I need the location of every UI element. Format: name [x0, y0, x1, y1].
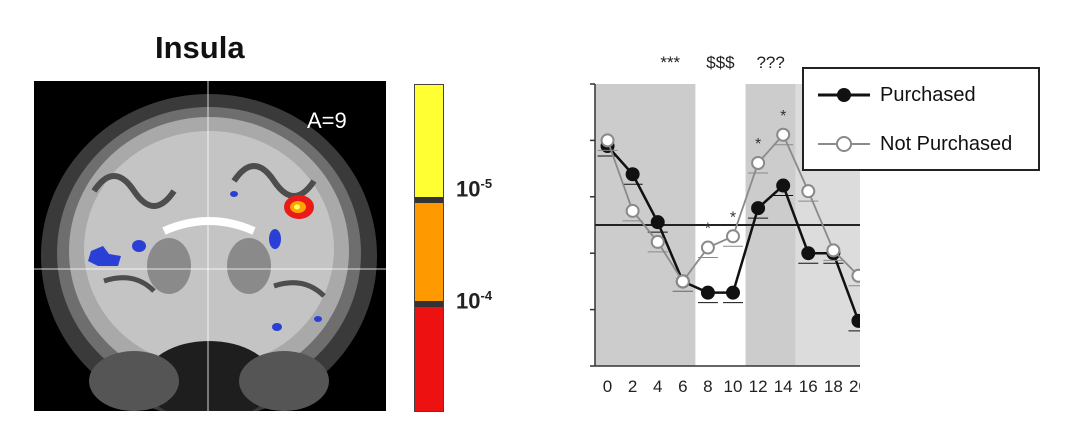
data-point-purchased [625, 167, 640, 182]
colorbar-red [415, 307, 443, 411]
significance-asterisk: * [755, 136, 761, 153]
legend-label-not-purchased: Not Purchased [880, 132, 1013, 155]
data-point-purchased [726, 285, 740, 300]
data-point-not-purchased [851, 268, 860, 283]
legend-item-purchased: Purchased [816, 80, 976, 110]
significance-asterisk: * [730, 209, 736, 226]
x-tick-label: 18 [824, 377, 843, 396]
legend-label-purchased: Purchased [880, 83, 976, 106]
data-point-not-purchased [751, 155, 766, 170]
colorbar-orange [415, 203, 443, 301]
significance-colorbar [414, 84, 444, 412]
legend-marker-not-purchased [818, 136, 870, 152]
legend-item-not-purchased: Not Purchased [816, 129, 1012, 159]
line-chart: *******$$$???02468101214161820 [590, 53, 860, 396]
x-tick-label: 8 [703, 377, 712, 396]
x-tick-label: 6 [678, 377, 687, 396]
data-point-purchased [851, 313, 860, 328]
x-tick-label: 0 [603, 377, 612, 396]
slice-label: A=9 [307, 108, 347, 133]
significance-label: ??? [756, 53, 784, 72]
legend-marker-purchased [818, 88, 870, 102]
data-point-purchased [700, 285, 715, 300]
data-point-not-purchased [600, 133, 615, 148]
panel-title: Insula [155, 30, 245, 65]
colorbar-label-1e-5: 10-5 [456, 176, 493, 202]
significance-asterisk: * [705, 221, 711, 238]
data-point-not-purchased [625, 203, 640, 218]
data-point-not-purchased [801, 184, 816, 199]
data-point-not-purchased [650, 234, 665, 249]
colorbar-yellow [415, 85, 443, 197]
brain-scan-image: A=9 [34, 81, 386, 411]
data-point-purchased [751, 201, 766, 216]
x-tick-label: 14 [774, 377, 793, 396]
chart-legend: Purchased Not Purchased [802, 67, 1040, 171]
x-tick-label: 4 [653, 377, 662, 396]
data-point-purchased [801, 246, 816, 261]
x-tick-label: 10 [724, 377, 743, 396]
data-point-not-purchased [700, 240, 715, 255]
significance-label: *** [660, 53, 680, 72]
data-point-not-purchased [675, 274, 690, 289]
significance-asterisk: * [780, 108, 786, 125]
x-tick-label: 2 [628, 377, 637, 396]
data-point-purchased [650, 215, 665, 230]
x-tick-label: 16 [799, 377, 818, 396]
data-point-not-purchased [776, 127, 791, 142]
data-point-not-purchased [726, 229, 740, 244]
data-point-purchased [776, 178, 791, 193]
colorbar-label-1e-4: 10-4 [456, 288, 493, 314]
brain-scan-drawing: A=9 [34, 81, 386, 411]
x-tick-label: 20 [849, 377, 860, 396]
significance-label: $$$ [706, 53, 735, 72]
x-tick-label: 12 [749, 377, 768, 396]
data-point-not-purchased [826, 243, 841, 258]
